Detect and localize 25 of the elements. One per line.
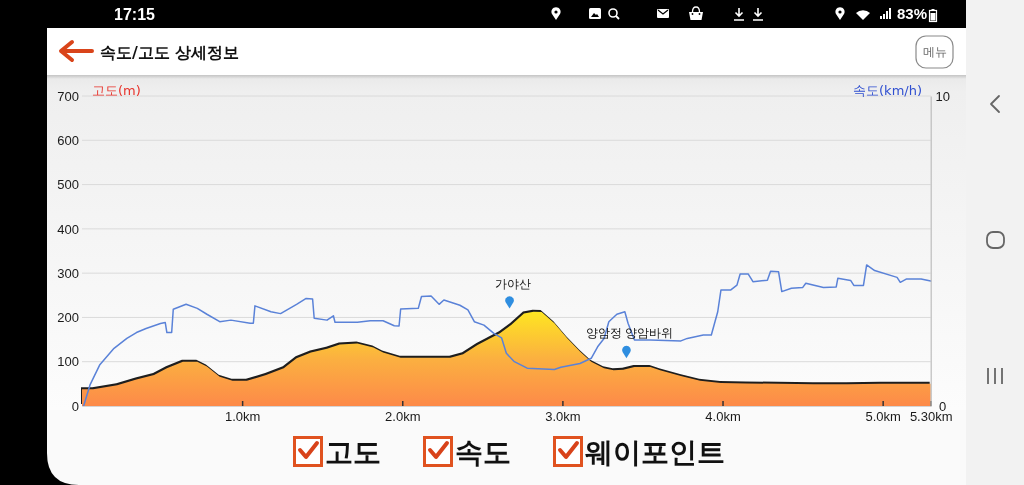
y-tick-label: 100 [57, 354, 79, 370]
x-tick-label: 3.0km [545, 408, 581, 424]
x-tick-label: 5.0km [865, 408, 901, 424]
y-axis-title: 고도(m) [92, 82, 141, 98]
line-series [82, 264, 932, 407]
y-tick-label: 500 [57, 177, 79, 193]
text: 웨이포인트 [585, 435, 725, 469]
y2-axis-title: 속도(km/h) [853, 82, 922, 98]
x-tick-label: 2.0km [385, 408, 421, 424]
y2-tick-label: 10 [935, 88, 950, 104]
x-tick-label: 4.0km [705, 408, 741, 424]
text: 83% [896, 5, 927, 23]
chart-title: 속도/고도 상세정보 [100, 42, 240, 62]
text: 17:15 [114, 5, 156, 23]
y-tick-label: 300 [57, 265, 79, 281]
y-tick-label: 600 [57, 132, 79, 148]
x-tick-label: 1.0km [224, 408, 261, 424]
text: 고도 [325, 435, 381, 469]
annotation: 가야산 [494, 276, 531, 291]
y-tick-label: 200 [57, 310, 79, 326]
y-tick-label: 0 [71, 398, 79, 414]
text: 속도 [455, 435, 511, 469]
y-tick-label: 400 [57, 221, 79, 237]
menu-button: 메뉴 [915, 35, 954, 69]
y-tick-label: 700 [57, 88, 79, 104]
